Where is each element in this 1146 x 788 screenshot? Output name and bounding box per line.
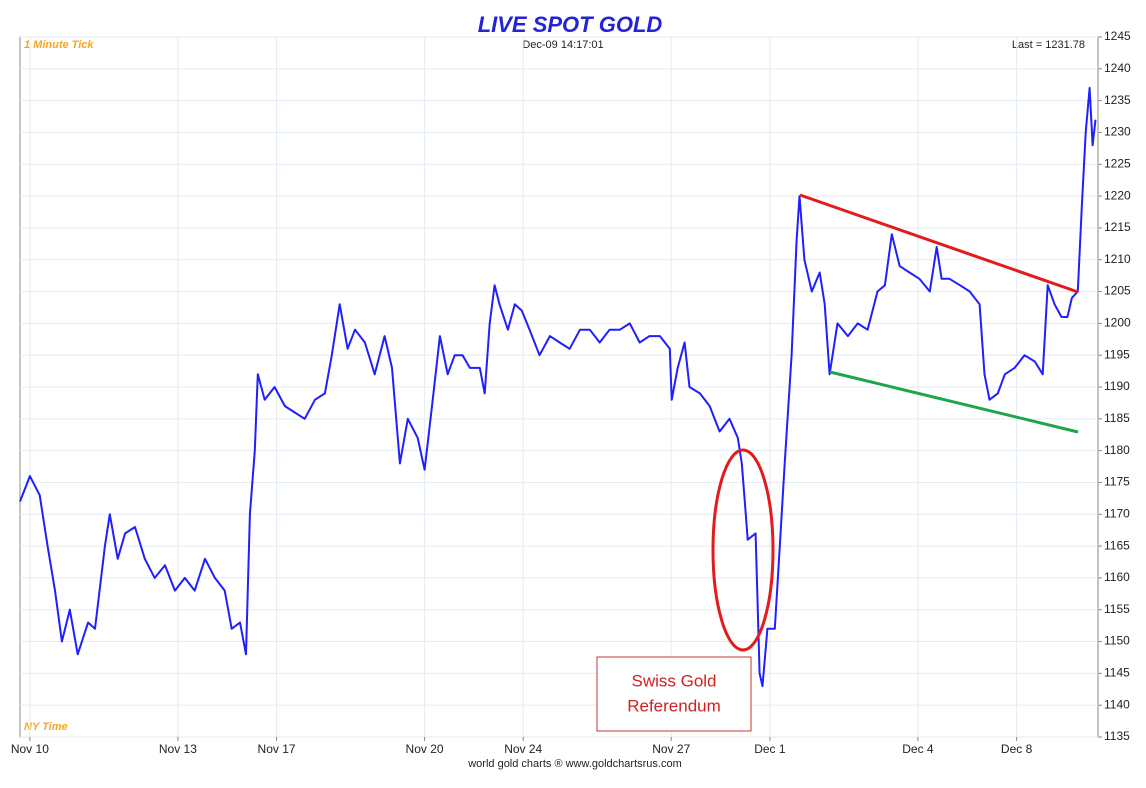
x-tick-label: Dec 8 — [1001, 742, 1033, 756]
highlight-ellipse — [711, 448, 775, 652]
price-line — [19, 86, 1097, 688]
x-tick-label: Dec 4 — [902, 742, 934, 756]
y-tick-label: 1205 — [1104, 284, 1131, 298]
x-tick-label: Nov 27 — [652, 742, 690, 756]
y-tick-label: 1155 — [1104, 602, 1130, 616]
y-tick-label: 1210 — [1104, 252, 1131, 266]
y-tick-label: 1150 — [1104, 634, 1130, 648]
annotation-line: Swiss Gold — [631, 671, 716, 690]
y-tick-label: 1190 — [1104, 379, 1130, 393]
y-tick-label: 1185 — [1104, 411, 1130, 425]
y-tick-label: 1215 — [1104, 220, 1131, 234]
y-tick-label: 1135 — [1104, 729, 1130, 743]
y-tick-label: 1180 — [1104, 443, 1130, 457]
y-tick-label: 1195 — [1104, 347, 1130, 361]
y-tick-label: 1220 — [1104, 188, 1131, 202]
tick-label: 1 Minute Tick — [24, 39, 94, 51]
y-tick-label: 1225 — [1104, 156, 1131, 170]
x-tick-label: Nov 24 — [504, 742, 542, 756]
resistance-line — [799, 193, 1079, 294]
y-tick-label: 1140 — [1104, 697, 1130, 711]
timestamp: Dec-09 14:17:01 — [522, 39, 603, 51]
y-tick-label: 1160 — [1104, 570, 1130, 584]
x-tick-label: Nov 17 — [258, 742, 296, 756]
y-tick-label: 1230 — [1104, 125, 1131, 139]
time-zone: NY Time — [24, 721, 68, 733]
y-tick-label: 1240 — [1104, 61, 1131, 75]
annotation-line: Referendum — [627, 696, 721, 715]
x-tick-label: Nov 20 — [406, 742, 444, 756]
y-tick-label: 1165 — [1104, 538, 1130, 552]
y-tick-label: 1145 — [1104, 666, 1130, 680]
x-tick-label: Nov 13 — [159, 742, 197, 756]
y-tick-label: 1200 — [1104, 316, 1131, 330]
last-price: Last = 1231.78 — [1012, 39, 1085, 51]
y-tick-label: 1175 — [1104, 475, 1130, 489]
y-tick-label: 1235 — [1104, 93, 1131, 107]
chart-title: LIVE SPOT GOLD — [478, 12, 663, 37]
x-tick-label: Dec 1 — [754, 742, 786, 756]
footer: world gold charts ® www.goldchartsrus.co… — [467, 758, 682, 770]
annotation-box — [596, 656, 752, 732]
support-line — [829, 370, 1079, 434]
y-tick-label: 1245 — [1104, 29, 1131, 43]
y-tick-label: 1170 — [1104, 506, 1130, 520]
x-tick-label: Nov 10 — [11, 742, 49, 756]
